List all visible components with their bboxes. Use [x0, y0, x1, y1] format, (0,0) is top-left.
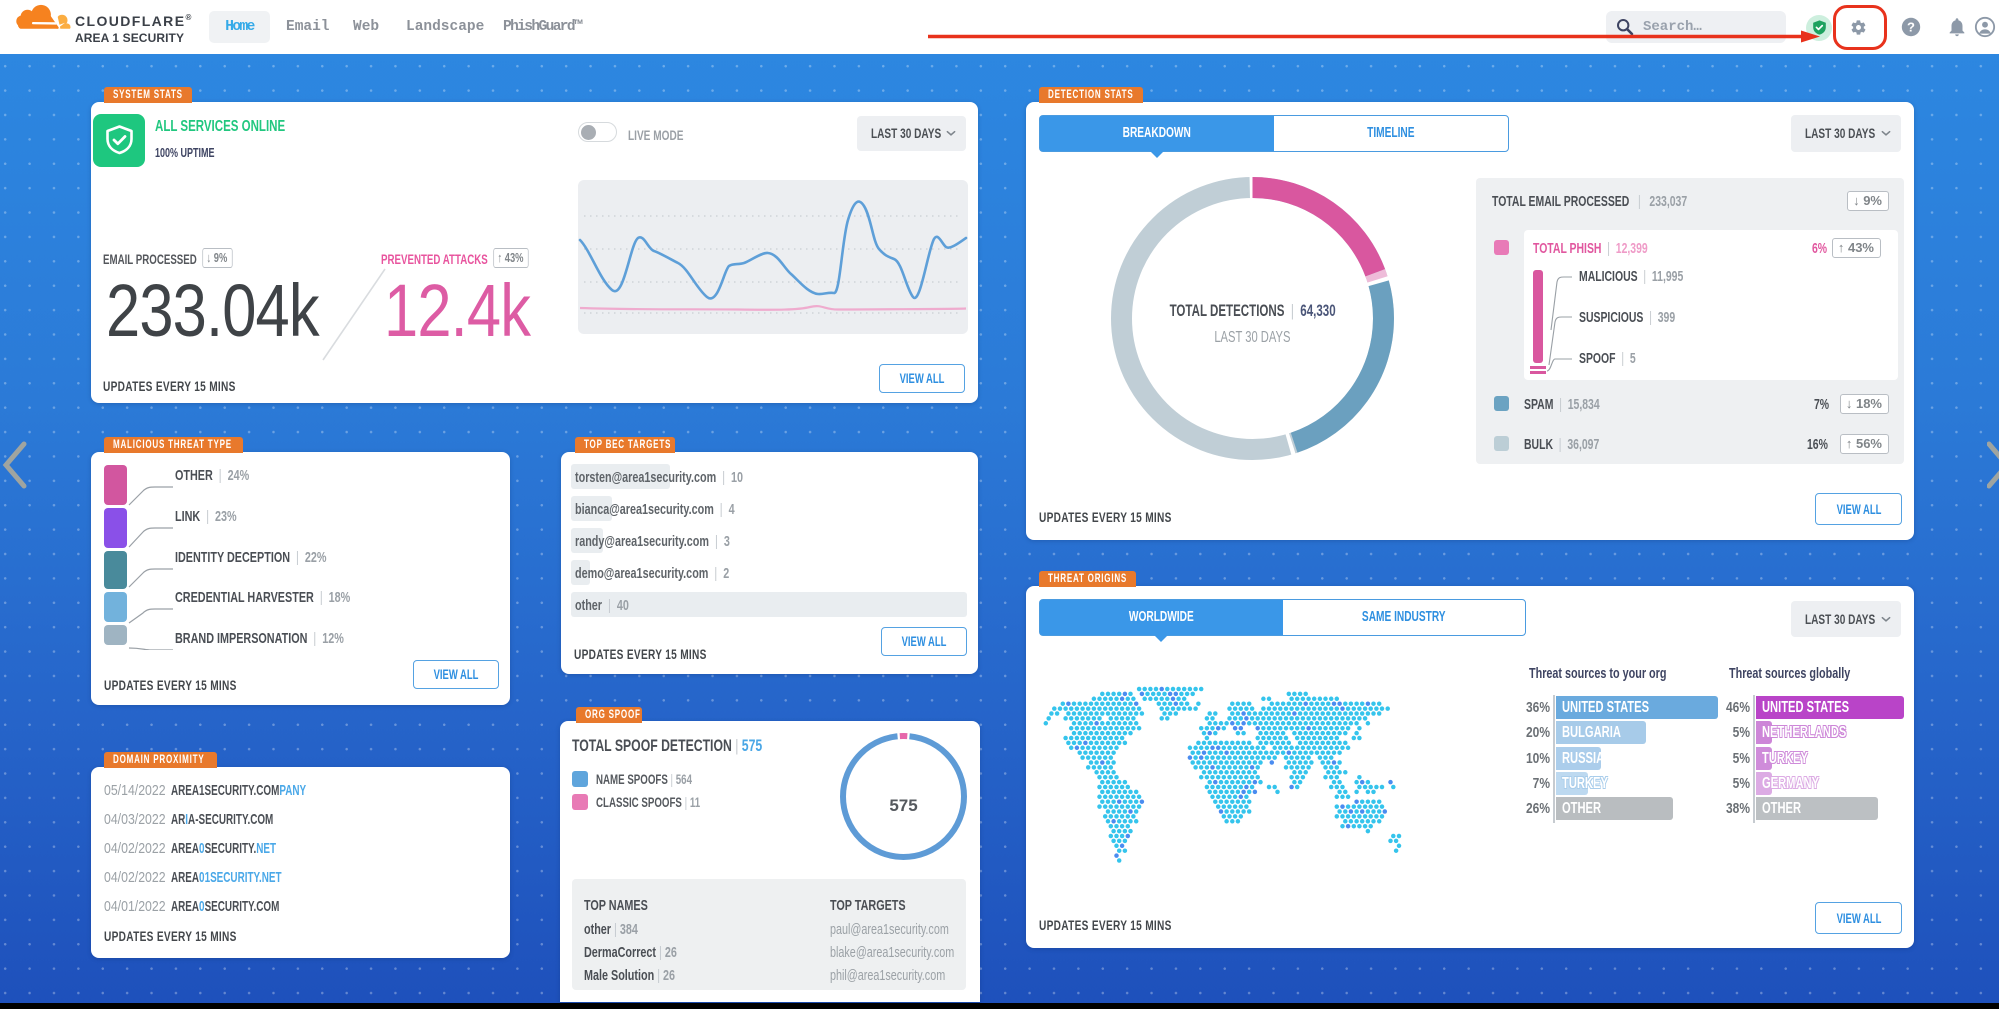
svg-text:575: 575 [889, 796, 917, 815]
svg-text:?: ? [1907, 20, 1915, 35]
